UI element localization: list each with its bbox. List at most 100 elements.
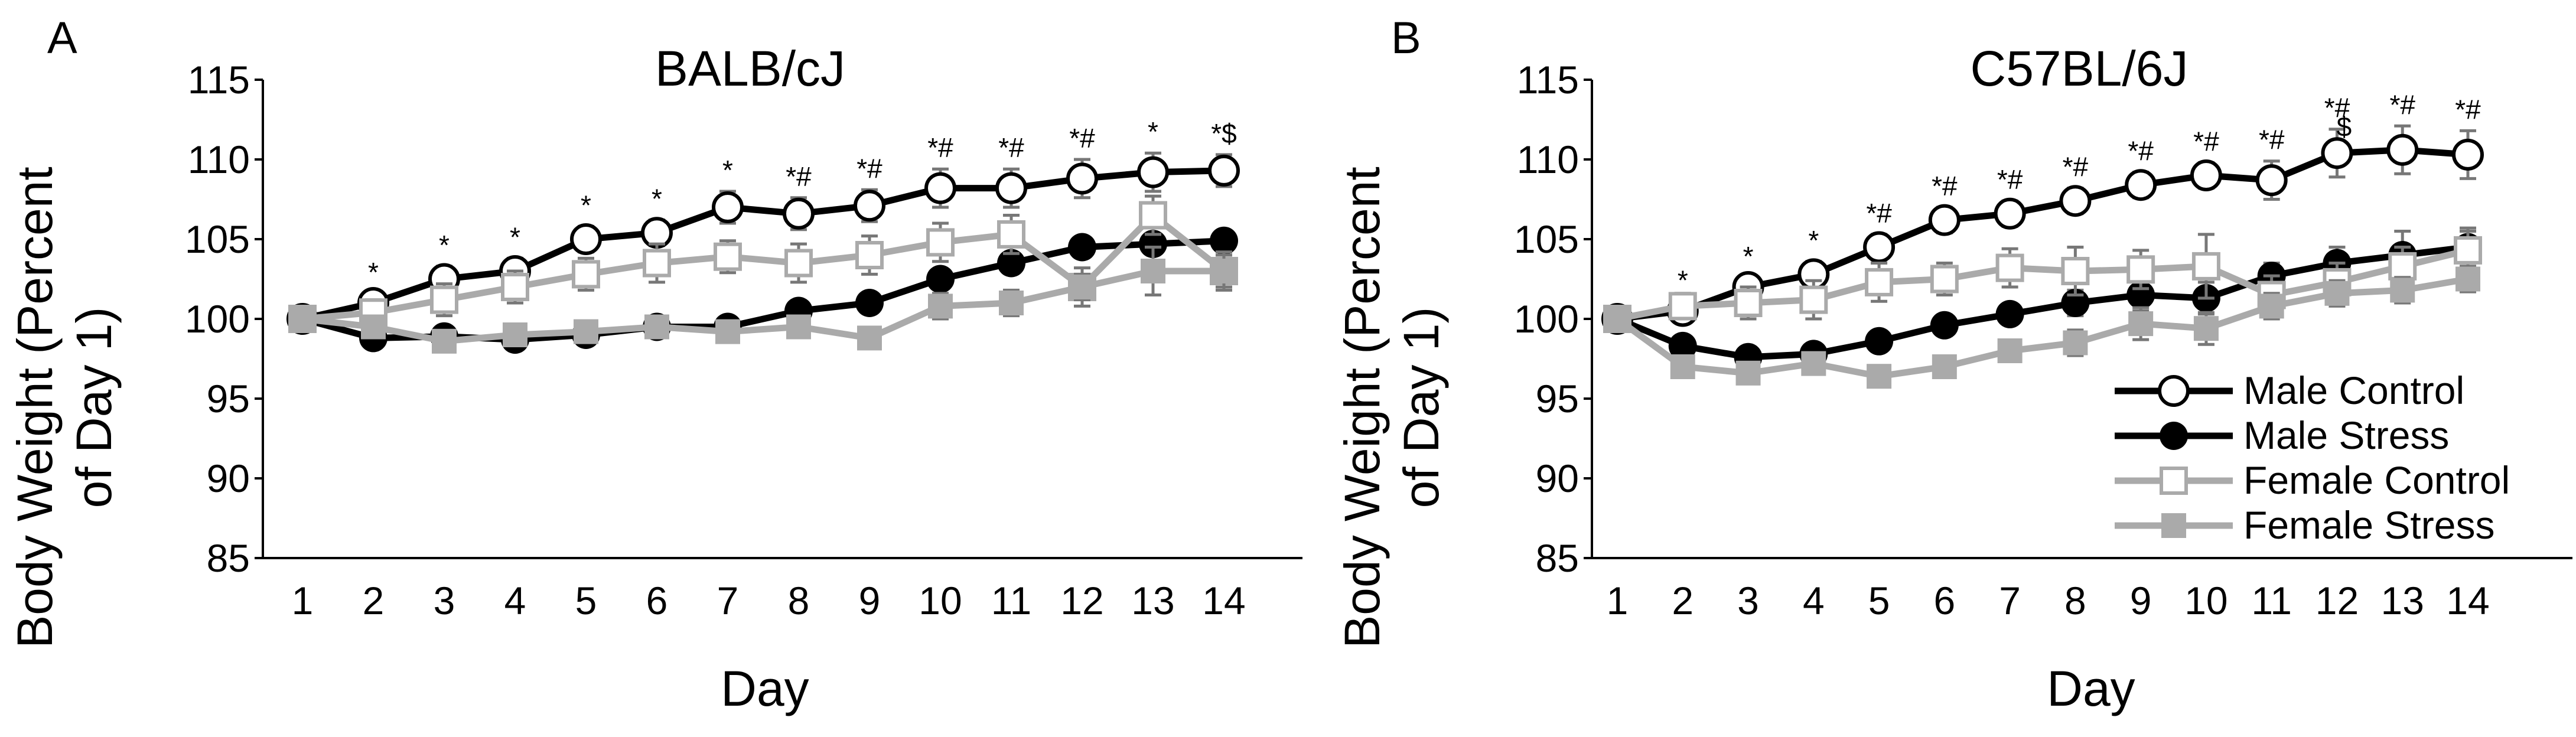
data-point xyxy=(2193,316,2219,341)
significance-label: *# xyxy=(2389,89,2415,120)
data-point xyxy=(1995,299,2024,328)
data-point xyxy=(2321,137,2353,169)
significance-label: * xyxy=(1678,265,1688,295)
data-point xyxy=(430,285,458,314)
data-point xyxy=(2125,169,2157,201)
x-tick-label: 13 xyxy=(2381,579,2424,622)
legend-label: Female Control xyxy=(2243,458,2510,502)
data-point xyxy=(503,322,527,347)
data-point xyxy=(1212,259,1236,283)
data-point xyxy=(857,325,882,351)
y-tick-label: 110 xyxy=(1517,138,1579,181)
x-tick-label: 1 xyxy=(292,579,314,622)
y-tick-label: 90 xyxy=(1536,456,1579,500)
panel-a: A BALB/cJ Body Weight (Percent of Day 1)… xyxy=(7,13,1302,716)
series-female-control xyxy=(288,194,1238,333)
legend-item: Female Stress xyxy=(2115,503,2494,547)
series-female-stress xyxy=(290,246,1236,354)
significance-label: *# xyxy=(857,153,882,184)
plot-area: * * * * * * *# *# *# *# *# * *$ xyxy=(286,116,1240,354)
data-point xyxy=(926,265,955,294)
x-tick-label: 4 xyxy=(504,579,526,622)
data-point xyxy=(1668,331,1697,360)
data-point xyxy=(2388,252,2417,281)
legend-item: Female Control xyxy=(2115,458,2510,502)
y-axis-label-line1: Body Weight (Percent xyxy=(7,167,63,648)
data-point xyxy=(1605,306,1630,331)
significance-label: *$ xyxy=(1211,118,1236,149)
chart-title: C57BL/6J xyxy=(1971,41,2189,96)
data-point xyxy=(1932,354,1957,379)
y-tick-label: 95 xyxy=(207,377,250,420)
panel-letter: A xyxy=(47,13,77,63)
data-point xyxy=(712,191,744,223)
significance-label: *# xyxy=(1997,164,2023,195)
legend-item: Male Stress xyxy=(2115,413,2449,457)
y-tick-label: 115 xyxy=(188,58,250,102)
significance-label: * xyxy=(439,230,450,260)
y-tick-label: 110 xyxy=(188,138,250,181)
data-point xyxy=(1139,201,1167,230)
data-point xyxy=(1994,197,2026,230)
data-point xyxy=(2455,266,2480,292)
x-tick-label: 14 xyxy=(2446,579,2489,622)
y-tick-label: 100 xyxy=(185,297,250,341)
data-point xyxy=(1928,204,1961,236)
x-tick-label: 6 xyxy=(1933,579,1955,622)
data-point xyxy=(1137,156,1169,188)
data-point xyxy=(1735,360,1761,386)
data-point xyxy=(1070,275,1095,299)
significance-label: *# xyxy=(2063,152,2089,182)
data-point xyxy=(997,220,1025,249)
data-point xyxy=(644,314,669,340)
data-point xyxy=(783,197,815,230)
y-tick-label: 115 xyxy=(1517,58,1579,102)
data-point xyxy=(2390,278,2415,303)
data-point xyxy=(1670,354,1695,379)
y-tick-label: 100 xyxy=(1514,297,1579,341)
x-tick-label: 11 xyxy=(2251,579,2292,622)
x-tick-label: 4 xyxy=(1803,579,1825,622)
data-point xyxy=(2126,255,2155,284)
significance-label: *# xyxy=(2324,93,2350,123)
data-point xyxy=(1066,162,1098,195)
x-tick-label: 12 xyxy=(1060,579,1103,622)
x-axis-label: Day xyxy=(721,661,809,716)
data-point xyxy=(854,190,885,222)
y-tick-label: 105 xyxy=(1514,217,1579,261)
data-point xyxy=(714,242,742,271)
data-point xyxy=(1867,364,1892,389)
data-point xyxy=(1139,230,1167,259)
data-point xyxy=(1068,233,1096,262)
data-point xyxy=(1997,338,2023,363)
legend-item: Male Control xyxy=(2115,368,2464,412)
data-point xyxy=(361,314,386,340)
data-point xyxy=(2255,164,2288,197)
significance-label: *# xyxy=(1069,123,1095,154)
data-point xyxy=(1141,259,1165,283)
data-point xyxy=(715,319,740,344)
x-tick-label: 10 xyxy=(2184,579,2227,622)
series-male-control xyxy=(1601,124,2484,335)
data-point xyxy=(1865,327,1894,356)
x-tick-label: 3 xyxy=(1737,579,1759,622)
legend-marker xyxy=(2158,375,2190,407)
y-tick-label: 105 xyxy=(185,217,250,261)
x-tick-label: 5 xyxy=(575,579,597,622)
data-point xyxy=(2061,257,2090,285)
data-point xyxy=(570,223,602,255)
significance-label: *# xyxy=(2128,136,2154,167)
data-point xyxy=(574,319,598,344)
data-point xyxy=(2259,294,2284,319)
chart-title: BALB/cJ xyxy=(655,41,845,96)
data-point xyxy=(995,172,1027,204)
significance-label: *# xyxy=(1932,171,1958,201)
significance-label: * xyxy=(1148,116,1158,147)
data-point xyxy=(1210,226,1238,255)
x-tick-label: 5 xyxy=(1868,579,1890,622)
data-point xyxy=(999,291,1024,315)
